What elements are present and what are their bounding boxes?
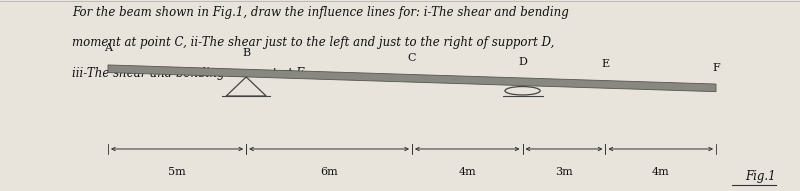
Text: 6m: 6m — [320, 167, 338, 177]
Polygon shape — [108, 65, 716, 92]
Text: E: E — [602, 59, 610, 69]
Text: C: C — [408, 53, 416, 63]
Text: 3m: 3m — [555, 167, 573, 177]
Text: 4m: 4m — [458, 167, 476, 177]
Text: 4m: 4m — [652, 167, 670, 177]
Text: 5m: 5m — [168, 167, 186, 177]
Text: B: B — [242, 48, 250, 58]
Text: F: F — [712, 63, 720, 73]
Text: D: D — [518, 57, 527, 66]
Text: iii-The shear and bending moment at E.: iii-The shear and bending moment at E. — [72, 67, 309, 80]
Text: moment at point C, ii-The shear just to the left and just to the right of suppor: moment at point C, ii-The shear just to … — [72, 36, 554, 49]
Text: Fig.1: Fig.1 — [746, 170, 776, 183]
Text: For the beam shown in Fig.1, draw the influence lines for: i-The shear and bendi: For the beam shown in Fig.1, draw the in… — [72, 6, 569, 19]
Text: A: A — [104, 44, 112, 53]
